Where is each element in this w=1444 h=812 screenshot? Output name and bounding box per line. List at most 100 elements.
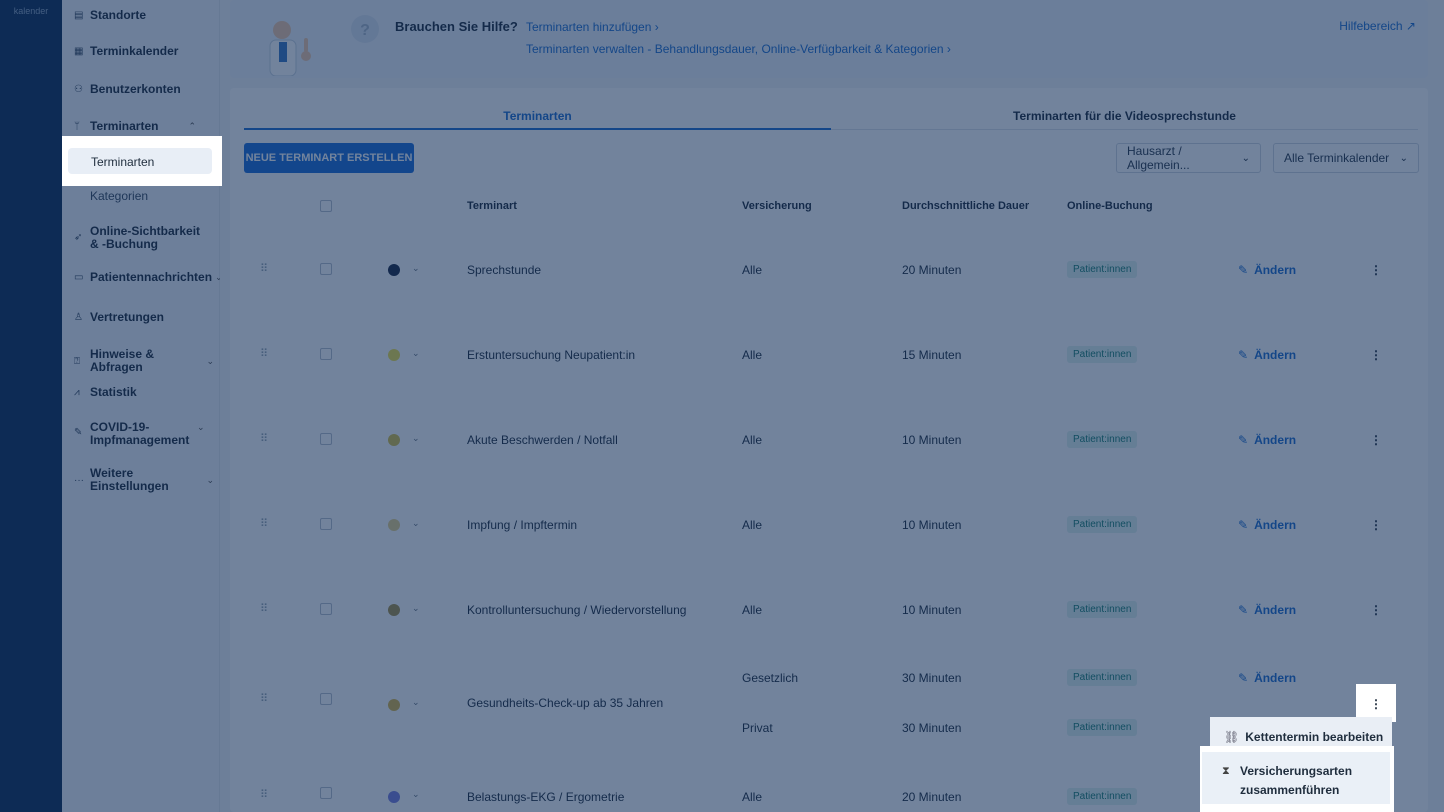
row-terminart[interactable]: Erstuntersuchung Neupatient:in <box>467 348 636 362</box>
drag-handle-icon[interactable]: ⠿ <box>260 603 268 615</box>
row-terminart[interactable]: Akute Beschwerden / Notfall <box>467 433 618 447</box>
tab-terminarten[interactable]: Terminarten <box>503 109 572 123</box>
highlight-merge-insurance: ⧗ Versicherungsarten zusammenführen <box>1200 746 1394 812</box>
chevron-down-icon[interactable]: ⌄ <box>412 603 420 613</box>
help-title: Brauchen Sie Hilfe? <box>395 19 518 34</box>
menu-item-label: Kettentermin bearbeiten <box>1245 730 1384 744</box>
edit-button[interactable]: ✎ Ändern <box>1238 433 1296 447</box>
edit-button[interactable]: ✎ Ändern <box>1238 518 1296 532</box>
building-icon: ▤ <box>74 10 84 21</box>
edit-button[interactable]: ✎ Ändern <box>1238 263 1296 277</box>
sidebar-item-online-sichtbarkeit[interactable]: ➶ Online-Sichtbarkeit & -Buchung <box>74 225 214 251</box>
color-swatch[interactable] <box>388 264 400 276</box>
column-header-online-buchung[interactable]: Online-Buchung <box>1067 200 1153 212</box>
sidebar-item-label: Patientennachrichten <box>90 270 213 284</box>
calendar-filter-select[interactable]: Alle Terminkalender ⌄ <box>1273 143 1419 173</box>
tab-videosprechstunde[interactable]: Terminarten für die Videosprechstunde <box>1013 109 1236 123</box>
sidebar-subitem-kategorien[interactable]: Kategorien <box>90 189 149 203</box>
color-swatch[interactable] <box>388 791 400 803</box>
app-rail: kalender <box>0 0 62 812</box>
doctor-illustration-icon <box>269 21 311 76</box>
edit-icon: ✎ <box>1238 263 1249 277</box>
row-versicherung: Privat <box>742 721 773 735</box>
drag-handle-icon[interactable]: ⠿ <box>260 433 268 445</box>
row-checkbox[interactable] <box>320 433 332 445</box>
chevron-down-icon[interactable]: ⌄ <box>412 697 420 707</box>
row-versicherung: Alle <box>742 433 763 447</box>
help-area-link[interactable]: Hilfebereich ↗ <box>1339 19 1416 33</box>
sidebar-item-label: Online-Sichtbarkeit & -Buchung <box>90 224 201 251</box>
sidebar-item-label: Terminarten <box>90 119 159 133</box>
edit-button[interactable]: ✎ Ändern <box>1238 671 1296 685</box>
message-icon: ▭ <box>74 272 84 283</box>
sidebar-item-covid[interactable]: ✎ COVID-19-Impfmanagement ⌄ <box>74 421 214 447</box>
appointment-types-panel: Terminarten Terminarten für die Videospr… <box>230 88 1428 812</box>
sidebar-item-patientennachrichten[interactable]: ▭ Patientennachrichten ⌄ <box>74 270 223 284</box>
row-more-icon[interactable]: ⋮ <box>1370 518 1382 532</box>
drag-handle-icon[interactable]: ⠿ <box>260 263 268 275</box>
chevron-down-icon[interactable]: ⌄ <box>412 263 420 273</box>
chart-icon: ⩘ <box>74 387 80 398</box>
edit-label: Ändern <box>1254 348 1297 362</box>
rail-label[interactable]: kalender <box>13 6 49 16</box>
edit-button[interactable]: ✎ Ändern <box>1238 603 1296 617</box>
row-terminart[interactable]: Sprechstunde <box>467 263 542 277</box>
row-more-icon[interactable]: ⋮ <box>1370 433 1382 447</box>
sidebar-subitem-terminarten-active[interactable]: Terminarten <box>68 148 212 174</box>
sidebar-item-benutzerkonten[interactable]: ⚇ Benutzerkonten <box>74 83 214 96</box>
sidebar-item-label: Standorte <box>90 8 147 22</box>
row-more-icon[interactable]: ⋮ <box>1370 263 1382 277</box>
chevron-down-icon[interactable]: ⌄ <box>412 518 420 528</box>
sidebar-item-statistik[interactable]: ⩘ Statistik <box>74 386 214 399</box>
row-checkbox[interactable] <box>320 603 332 615</box>
row-checkbox[interactable] <box>320 787 332 799</box>
chevron-down-icon[interactable]: ⌄ <box>412 348 420 358</box>
chevron-down-icon[interactable]: ⌄ <box>412 433 420 443</box>
drag-handle-icon[interactable]: ⠿ <box>260 693 268 705</box>
row-terminart[interactable]: Impfung / Impftermin <box>467 518 578 532</box>
drag-handle-icon[interactable]: ⠿ <box>260 348 268 360</box>
color-swatch[interactable] <box>388 699 400 711</box>
row-checkbox[interactable] <box>320 263 332 275</box>
select-all-checkbox[interactable] <box>320 200 332 212</box>
specialty-filter-value: Hausarzt / Allgemein... <box>1127 144 1190 172</box>
drag-handle-icon[interactable]: ⠿ <box>260 518 268 530</box>
menu-item-merge-insurance[interactable]: ⧗ Versicherungsarten zusammenführen <box>1202 752 1390 804</box>
edit-icon: ✎ <box>1238 518 1249 532</box>
sidebar-item-standorte[interactable]: ▤ Standorte <box>74 9 214 22</box>
color-swatch[interactable] <box>388 434 400 446</box>
specialty-filter-select[interactable]: Hausarzt / Allgemein... ⌄ <box>1116 143 1261 173</box>
edit-button[interactable]: ✎ Ändern <box>1238 348 1296 362</box>
chevron-down-icon[interactable]: ⌄ <box>412 789 420 799</box>
row-checkbox[interactable] <box>320 518 332 530</box>
menu-item-label: Versicherungsarten zusammenführen <box>1240 762 1352 804</box>
booking-badge: Patient:innen <box>1067 669 1138 686</box>
help-link-manage[interactable]: Terminarten verwalten - Behandlungsdauer… <box>526 42 951 56</box>
sidebar-item-vertretungen[interactable]: ♙ Vertretungen <box>74 311 214 324</box>
booking-badge: Patient:innen <box>1067 601 1138 618</box>
column-header-versicherung[interactable]: Versicherung <box>742 200 812 212</box>
sidebar-item-terminarten[interactable]: ᛘ Terminarten ⌃ <box>74 120 214 133</box>
sidebar-item-hinweise[interactable]: ⍰ Hinweise & Abfragen ⌄ <box>74 348 214 374</box>
column-header-dauer[interactable]: Durchschnittliche Dauer <box>902 200 1030 212</box>
color-swatch[interactable] <box>388 519 400 531</box>
row-terminart[interactable]: Kontrolluntersuchung / Wiedervorstellung <box>467 603 687 617</box>
new-appointment-type-button[interactable]: NEUE TERMINART ERSTELLEN <box>244 143 414 173</box>
help-link-add[interactable]: Terminarten hinzufügen › <box>526 20 659 34</box>
row-dauer: 15 Minuten <box>902 348 962 362</box>
sidebar-item-weitere-einstellungen[interactable]: ··· Weitere Einstellungen ⌄ <box>74 467 214 493</box>
edit-icon: ✎ <box>1238 671 1249 685</box>
row-more-icon[interactable]: ⋮ <box>1370 348 1382 362</box>
drag-handle-icon[interactable]: ⠿ <box>260 789 268 801</box>
row-more-icon[interactable]: ⋮ <box>1370 603 1382 617</box>
column-header-terminart[interactable]: Terminart <box>467 200 517 212</box>
row-checkbox[interactable] <box>320 348 332 360</box>
color-swatch[interactable] <box>388 604 400 616</box>
row-terminart[interactable]: Gesundheits-Check-up ab 35 Jahren <box>467 696 664 710</box>
more-icon: ··· <box>74 474 84 486</box>
sidebar-item-terminkalender[interactable]: ▦ Terminkalender <box>74 45 214 58</box>
row-versicherung: Gesetzlich <box>742 671 799 685</box>
color-swatch[interactable] <box>388 349 400 361</box>
row-checkbox[interactable] <box>320 693 332 705</box>
row-terminart[interactable]: Belastungs-EKG / Ergometrie <box>467 790 625 804</box>
